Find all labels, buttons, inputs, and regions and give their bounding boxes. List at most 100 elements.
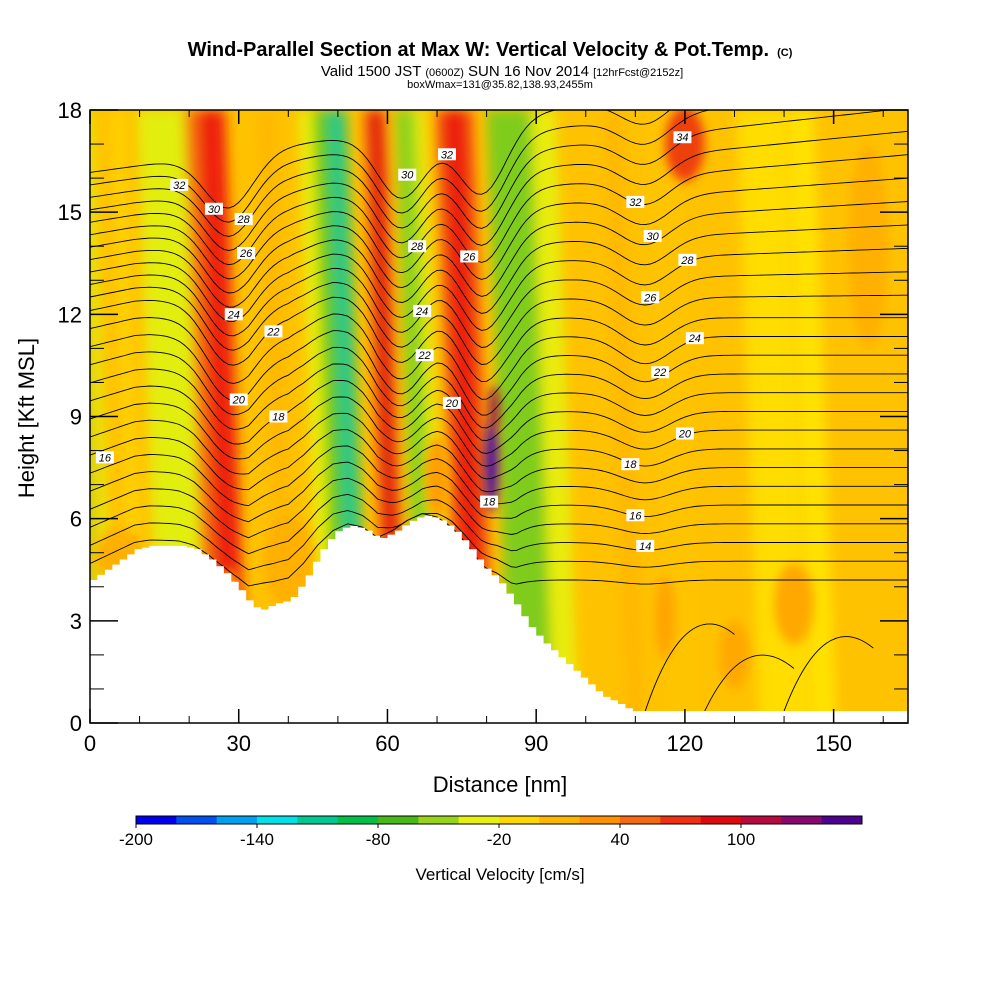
theta-contour	[90, 313, 908, 400]
colorbar-swatch	[579, 816, 621, 824]
theta-label-box	[224, 308, 243, 321]
theta-label-box	[675, 427, 694, 440]
theta-contour	[90, 224, 908, 314]
theta-contour-label: 20	[229, 393, 248, 406]
colorbar-swatch	[620, 816, 661, 824]
plot-area: 16 32 30 28 26 24 22 20 18 30 28 32 26 24 22 20 18 32 34 30…	[90, 110, 908, 723]
theta-contours	[90, 110, 908, 712]
colorbar-label: Vertical Velocity [cm/s]	[415, 865, 584, 884]
theta-contour-label: 26	[460, 250, 479, 263]
colorbar-tick-label: -140	[240, 830, 274, 849]
theta-label-text: 14	[639, 541, 651, 553]
theta-contour	[90, 513, 908, 587]
velocity-cell	[774, 562, 814, 645]
theta-contour-labels: 16 32 30 28 26 24 22 20 18 30 28 32 26 24 22 20 18 32 34 30…	[95, 131, 704, 553]
theta-label-box	[480, 495, 499, 508]
colorbar-tick-label: 100	[727, 830, 755, 849]
x-axis-label: Distance [nm]	[433, 772, 568, 797]
velocity-band	[647, 110, 700, 723]
chart-subtitle: Valid 1500 JST (0600Z) SUN 16 Nov 2014 […	[321, 63, 683, 80]
terrain	[90, 515, 908, 723]
y-tick-label: 15	[58, 200, 82, 225]
velocity-cell	[719, 620, 750, 689]
y-tick-label: 18	[58, 98, 82, 123]
theta-label-box	[408, 240, 427, 253]
colorbar-swatch	[741, 816, 782, 824]
theta-label-box	[269, 410, 288, 423]
theta-contour	[90, 346, 908, 429]
theta-contour-label: 24	[224, 308, 243, 321]
theta-contour-label: 30	[398, 168, 417, 182]
x-tick-label: 90	[524, 731, 548, 756]
theta-contour	[90, 445, 908, 507]
theta-contour	[90, 130, 908, 251]
theta-contour	[90, 110, 893, 237]
theta-contour	[90, 330, 908, 416]
x-tick-label: 60	[375, 731, 399, 756]
theta-contour-label: 26	[641, 291, 660, 304]
theta-label-text: 32	[441, 149, 453, 161]
colorbar-swatch	[216, 816, 258, 824]
velocity-cell	[665, 110, 705, 182]
theta-contour-label: 32	[437, 148, 456, 161]
theta-contour-label: 28	[234, 212, 253, 226]
theta-label-box	[229, 393, 248, 406]
theta-contour	[644, 623, 735, 712]
theta-label-box	[442, 396, 461, 409]
theta-label-box	[673, 131, 692, 144]
theta-contour-label: 22	[415, 349, 434, 362]
colorbar-tick-label: -80	[366, 830, 391, 849]
theta-label-text: 20	[678, 429, 692, 441]
theta-label-text: 30	[401, 170, 414, 182]
theta-label-box	[651, 366, 670, 379]
theta-label-text: 30	[208, 204, 221, 216]
theta-label-text: 24	[227, 309, 240, 321]
theta-contour	[90, 429, 908, 493]
colorbar-swatch	[257, 816, 298, 824]
colorbar-tick-label: -20	[487, 830, 512, 849]
theta-label-box	[621, 458, 640, 471]
velocity-cell	[655, 576, 675, 659]
theta-label-text: 32	[173, 180, 185, 192]
colorbar-swatch	[297, 816, 339, 824]
x-tick-label: 120	[667, 731, 704, 756]
theta-contour-label: 28	[408, 240, 427, 253]
theta-contour-label: 34	[673, 131, 692, 144]
theta-contour-label: 22	[651, 366, 670, 379]
x-tick-label: 150	[815, 731, 852, 756]
theta-contour-label: 26	[237, 247, 256, 260]
theta-label-text: 22	[418, 350, 431, 362]
colorbar-swatch	[700, 816, 742, 824]
y-axis-label: Height [Kft MSL]	[14, 338, 39, 498]
theta-contour	[90, 201, 908, 297]
theta-label-box	[204, 202, 223, 215]
colorbar-tick-label: -200	[119, 830, 153, 849]
theta-contour-label: 24	[685, 332, 704, 345]
theta-label-text: 16	[99, 452, 112, 464]
theta-contour	[90, 110, 712, 223]
y-tick-label: 12	[58, 302, 82, 327]
theta-contour-label: 28	[678, 253, 697, 267]
theta-contour-label: 20	[442, 396, 461, 410]
velocity-band	[531, 110, 579, 723]
theta-contour-label: 32	[170, 178, 189, 192]
chart-box-info: boxWmax=131@35.82,138.93,2455m	[407, 79, 593, 91]
theta-contour	[90, 412, 908, 480]
theta-contour-label: 18	[269, 410, 288, 424]
velocity-cell	[848, 144, 889, 349]
theta-label-text: 32	[629, 197, 641, 209]
colorbar-swatch	[337, 816, 379, 824]
theta-label-box	[234, 212, 253, 225]
theta-label-text: 30	[647, 231, 660, 243]
theta-contour-label: 24	[413, 304, 432, 318]
theta-contour	[704, 654, 795, 712]
colorbar-swatch	[458, 816, 500, 824]
theta-label-box	[437, 148, 456, 161]
theta-contour	[90, 267, 908, 348]
theta-contour-label: 22	[264, 325, 283, 338]
theta-label-box	[626, 195, 645, 208]
theta-label-box	[636, 539, 655, 552]
theta-label-box	[626, 509, 645, 522]
theta-contour	[90, 510, 908, 571]
